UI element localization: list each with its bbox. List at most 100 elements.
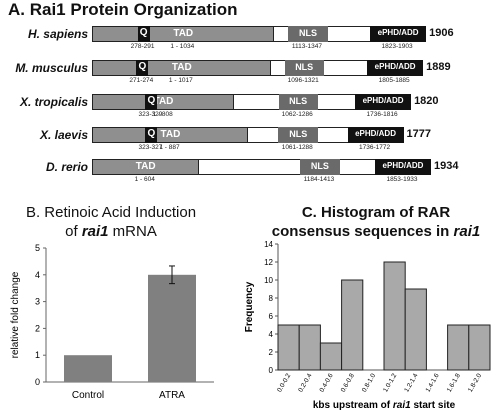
- protein-bar: TAD Q NLS ePHD/ADD: [92, 26, 427, 42]
- protein-length: 1777: [406, 128, 432, 140]
- x-tick-label: 1.8-2.0: [467, 372, 483, 393]
- species-label: H. sapiens: [27, 27, 88, 41]
- ephd-range-label: 1805-1885: [378, 77, 410, 84]
- panel-b-title-line2: of rai1 mRNA: [65, 223, 157, 240]
- tad-domain-label: TAD: [173, 28, 194, 39]
- q-range-label: 278-291: [130, 43, 155, 50]
- histogram-bar: [298, 324, 321, 371]
- ephd-range-label: 1853-1933: [386, 176, 418, 183]
- protein-length: 1820: [414, 95, 439, 107]
- y-tick-label: 12: [264, 258, 273, 267]
- tad-domain: [92, 127, 249, 143]
- nls-domain: NLS: [287, 26, 329, 42]
- tad-range-label: 1 - 887: [159, 144, 180, 151]
- ephd-add-domain: ePHD/ADD: [355, 94, 412, 110]
- ephd-add-domain: ePHD/ADD: [367, 60, 424, 76]
- y-tick-label: 0: [269, 366, 274, 375]
- tad-domain: [92, 26, 274, 42]
- panel-b-title: B. Retinoic Acid Induction of rai1 mRNA: [6, 203, 216, 241]
- ephd-range-label: 1823-1903: [381, 43, 413, 50]
- protein-bar: TAD Q NLS ePHD/ADD: [92, 94, 412, 110]
- x-tick-label: 0.4-0.6: [319, 372, 335, 393]
- tad-domain: [92, 159, 199, 175]
- ephd-range-label: 1736-1772: [359, 144, 391, 151]
- panel-b-title-line1: B. Retinoic Acid Induction: [25, 204, 197, 221]
- histogram-bar: [468, 324, 491, 371]
- nls-range-label: 1184-1413: [303, 176, 335, 183]
- tad-domain-label: TAD: [135, 161, 156, 172]
- histogram-bar: [341, 279, 364, 371]
- y-tick-label: 2: [269, 348, 274, 357]
- nls-domain: NLS: [278, 127, 319, 143]
- tad-range-label: 1 - 1017: [168, 77, 193, 84]
- y-tick-label: 5: [35, 243, 40, 253]
- tad-range-label: 1 - 808: [152, 111, 173, 118]
- y-tick-label: 2: [35, 323, 40, 333]
- protein-length: 1889: [426, 61, 451, 73]
- tad-domain: [92, 94, 235, 110]
- tad-domain-label: TAD: [153, 96, 174, 107]
- x-tick-label: ATRA: [159, 390, 185, 401]
- x-tick-label: 1.2-1.4: [403, 372, 419, 393]
- nls-domain: NLS: [278, 94, 318, 110]
- protein-bar: TAD Q NLS ePHD/ADD: [92, 127, 404, 143]
- q-range-label: 323-327: [138, 144, 163, 151]
- nls-range-label: 1096-1321: [287, 77, 319, 84]
- x-tick-label: 0.8-1.0: [361, 372, 377, 393]
- species-label: D. rerio: [45, 160, 88, 174]
- q-domain: Q: [145, 127, 158, 143]
- protein-length: 1906: [429, 27, 454, 39]
- x-tick-label: 0.2-0.4: [297, 372, 313, 393]
- histogram-bar: [447, 324, 470, 371]
- histogram-bar: [319, 342, 343, 371]
- q-range-label: 323-329: [138, 111, 163, 118]
- x-tick-label: 0.6-0.8: [340, 372, 356, 393]
- nls-domain: NLS: [284, 60, 324, 76]
- x-tick-label: 1.6-1.8: [446, 372, 462, 393]
- protein-bar: TAD Q NLS ePHD/ADD: [92, 60, 424, 76]
- y-tick-label: 1: [35, 350, 40, 360]
- histogram-bar: [383, 261, 406, 371]
- species-label: X. laevis: [39, 128, 88, 142]
- q-domain: Q: [136, 60, 149, 76]
- y-tick-label: 4: [269, 330, 274, 339]
- tad-domain-label: TAD: [160, 129, 181, 140]
- histogram-bar: [277, 324, 300, 371]
- x-tick-label: 1.4-1.6: [425, 372, 441, 393]
- y-tick-label: 0: [35, 377, 40, 387]
- y-axis-label: relative fold change: [10, 271, 21, 358]
- chart-c-rar-histogram: 0 2 4 6 8 10 12 14 Frequency 0.0-0.2 0.2-0.4 0.4-0.…: [244, 240, 491, 411]
- y-tick-label: 8: [269, 294, 274, 303]
- ephd-add-domain: ePHD/ADD: [347, 127, 404, 143]
- species-label: M. musculus: [15, 61, 88, 75]
- y-tick-label: 14: [264, 240, 273, 249]
- q-range-label: 271-274: [129, 77, 154, 84]
- histogram-bar: [404, 288, 427, 371]
- tad-domain-label: TAD: [171, 62, 192, 73]
- nls-range-label: 1062-1286: [281, 111, 313, 118]
- x-tick-label: Control: [72, 390, 104, 401]
- x-tick-label: 1.0-1.2: [382, 372, 398, 393]
- nls-range-label: 1061-1288: [281, 144, 313, 151]
- panel-c-title-line1: C. Histogram of RAR: [301, 204, 451, 221]
- ephd-range-label: 1736-1816: [366, 111, 398, 118]
- x-tick-label: 0.0-0.2: [276, 372, 292, 393]
- panel-c-title: C. Histogram of RAR consensus sequences …: [252, 203, 500, 241]
- q-domain: Q: [145, 94, 158, 110]
- y-axis-label: Frequency: [244, 281, 255, 332]
- protein-bar: TAD NLS ePHD/ADD: [92, 159, 431, 175]
- nls-range-label: 1113-1347: [291, 43, 323, 50]
- bar: [64, 355, 112, 382]
- q-domain: Q: [137, 26, 150, 42]
- y-tick-label: 6: [269, 312, 274, 321]
- chart-b-retinoic-acid-induction: 0 1 2 3 4 5 relative fold change Control ATRA: [10, 243, 214, 401]
- species-label: X. tropicalis: [19, 95, 88, 109]
- nls-domain: NLS: [299, 159, 340, 175]
- tad-range-label: 1 - 604: [134, 176, 155, 183]
- protein-length: 1934: [434, 160, 459, 172]
- ephd-add-domain: ePHD/ADD: [370, 26, 427, 42]
- ephd-add-domain: ePHD/ADD: [375, 159, 431, 175]
- y-tick-label: 4: [35, 270, 40, 280]
- panel-c-title-line2: consensus sequences in rai1: [271, 223, 481, 240]
- y-tick-label: 3: [35, 297, 40, 307]
